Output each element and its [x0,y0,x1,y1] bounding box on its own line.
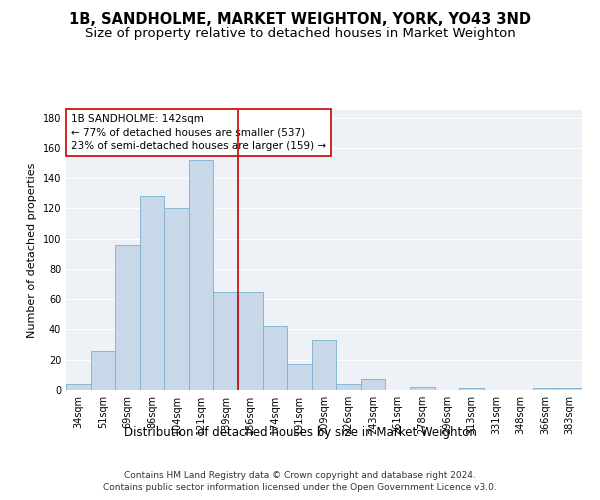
Text: Contains HM Land Registry data © Crown copyright and database right 2024.
Contai: Contains HM Land Registry data © Crown c… [103,471,497,492]
Bar [533,388,557,390]
Bar [115,244,140,390]
Text: Distribution of detached houses by size in Market Weighton: Distribution of detached houses by size … [124,426,476,439]
Y-axis label: Number of detached properties: Number of detached properties [27,162,37,338]
Bar [164,208,189,390]
Text: 1B, SANDHOLME, MARKET WEIGHTON, YORK, YO43 3ND: 1B, SANDHOLME, MARKET WEIGHTON, YORK, YO… [69,12,531,28]
Bar [189,160,214,390]
Bar [361,380,385,390]
Bar [66,384,91,390]
Bar [336,384,361,390]
Bar [287,364,312,390]
Bar [557,388,582,390]
Text: Size of property relative to detached houses in Market Weighton: Size of property relative to detached ho… [85,28,515,40]
Bar [410,387,434,390]
Bar [238,292,263,390]
Bar [140,196,164,390]
Bar [312,340,336,390]
Bar [91,350,115,390]
Text: 1B SANDHOLME: 142sqm
← 77% of detached houses are smaller (537)
23% of semi-deta: 1B SANDHOLME: 142sqm ← 77% of detached h… [71,114,326,150]
Bar [214,292,238,390]
Bar [459,388,484,390]
Bar [263,326,287,390]
